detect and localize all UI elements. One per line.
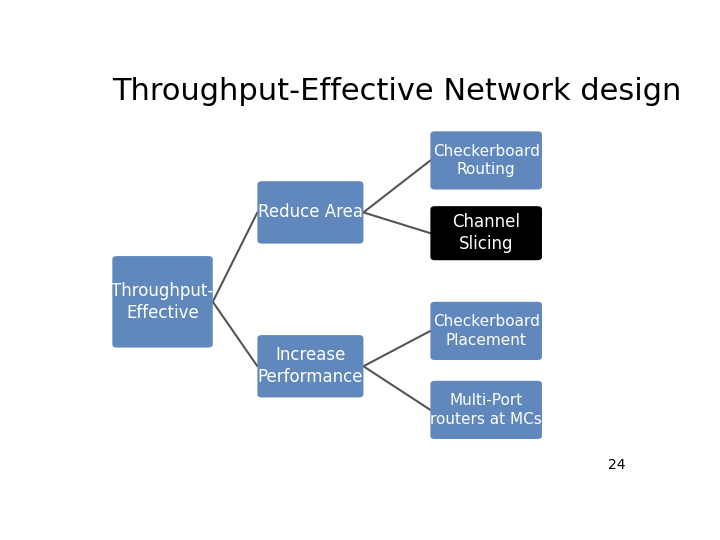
Text: Reduce Area: Reduce Area bbox=[258, 204, 363, 221]
FancyBboxPatch shape bbox=[431, 302, 542, 360]
Text: Multi-Port
routers at MCs: Multi-Port routers at MCs bbox=[431, 393, 542, 427]
Text: Throughput-Effective Network design: Throughput-Effective Network design bbox=[112, 77, 682, 106]
FancyBboxPatch shape bbox=[258, 181, 364, 244]
Text: 24: 24 bbox=[608, 458, 626, 472]
FancyBboxPatch shape bbox=[431, 206, 542, 260]
FancyBboxPatch shape bbox=[431, 381, 542, 439]
FancyBboxPatch shape bbox=[258, 335, 364, 397]
Text: Throughput-
Effective: Throughput- Effective bbox=[112, 282, 214, 322]
Text: Checkerboard
Placement: Checkerboard Placement bbox=[433, 314, 539, 348]
Text: Checkerboard
Routing: Checkerboard Routing bbox=[433, 144, 539, 177]
Text: Increase
Performance: Increase Performance bbox=[258, 346, 363, 386]
Text: Channel
Slicing: Channel Slicing bbox=[452, 213, 520, 253]
FancyBboxPatch shape bbox=[112, 256, 213, 348]
FancyBboxPatch shape bbox=[431, 131, 542, 190]
